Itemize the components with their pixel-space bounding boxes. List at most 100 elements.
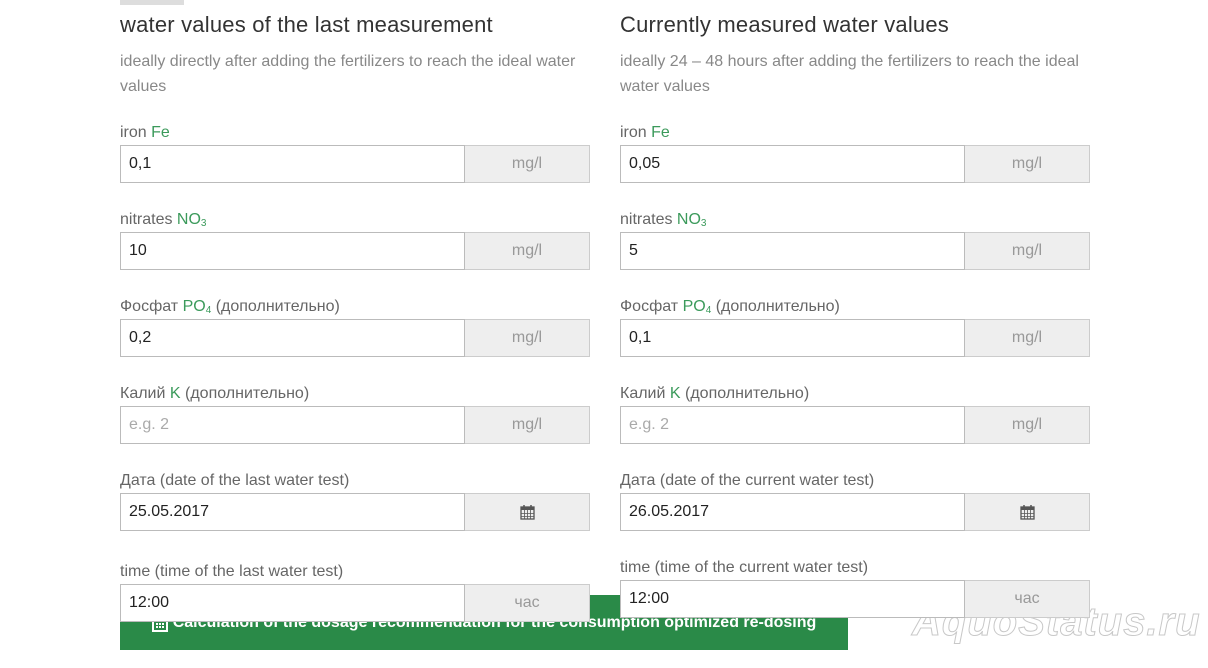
- field-label: Калий K (дополнительно): [120, 385, 590, 403]
- column-subtitle: ideally directly after adding the fertil…: [120, 53, 576, 95]
- label-text: nitrates: [120, 211, 173, 228]
- label-text: Дата (date of the current water test): [620, 472, 875, 489]
- input-group: e.g. 2 mg/l: [120, 406, 590, 444]
- chem-symbol: PO4: [183, 298, 212, 316]
- label-text: Фосфат: [120, 298, 179, 315]
- column-title: water values of the last measurement: [120, 12, 493, 37]
- label-text: iron: [620, 124, 647, 141]
- field: time (time of the last water test) 12:00 ч…: [120, 563, 590, 622]
- form-column: water values of the last measurement idea…: [120, 10, 590, 622]
- subscript: 3: [200, 218, 207, 229]
- field: Фосфат PO4 (дополнительно) 0,1 mg/l: [620, 298, 1090, 357]
- input-group: 12:00 час: [120, 584, 590, 622]
- column-title: Currently measured water values: [620, 12, 950, 37]
- calendar-addon[interactable]: [465, 493, 590, 531]
- text-input[interactable]: 0,1: [620, 319, 965, 357]
- unit-addon: mg/l: [965, 232, 1090, 270]
- field: iron Fe 0,05 mg/l: [620, 124, 1090, 183]
- symbol-text: NO: [676, 211, 701, 228]
- chem-symbol: K: [170, 385, 181, 402]
- input-group: 5 mg/l: [620, 232, 1090, 270]
- input-group: 12:00 час: [620, 580, 1090, 618]
- label-text: time (time of the last water test): [120, 563, 344, 580]
- input-group: 0,2 mg/l: [120, 319, 590, 357]
- unit-addon: mg/l: [465, 232, 590, 270]
- field-label: time (time of the last water test): [120, 563, 590, 581]
- top-bar: [120, 0, 184, 5]
- field-label: Фосфат PO4 (дополнительно): [620, 298, 1090, 316]
- field: Калий K (дополнительно) e.g. 2 mg/l: [620, 385, 1090, 444]
- chem-symbol: K: [670, 385, 681, 402]
- calendar-icon: [1019, 505, 1035, 520]
- input-group: 26.05.2017: [620, 493, 1090, 531]
- field-label: time (time of the current water test): [620, 559, 1090, 577]
- text-input[interactable]: 26.05.2017: [620, 493, 965, 531]
- label-suffix: (дополнительно): [215, 298, 340, 315]
- input-group: e.g. 2 mg/l: [620, 406, 1090, 444]
- unit-addon: mg/l: [965, 145, 1090, 183]
- field: Дата (date of the current water test) 26.…: [620, 472, 1090, 531]
- unit-addon: mg/l: [465, 406, 590, 444]
- field: Фосфат PO4 (дополнительно) 0,2 mg/l: [120, 298, 590, 357]
- field: nitrates NO3 5 mg/l: [620, 211, 1090, 270]
- unit-addon: mg/l: [465, 145, 590, 183]
- field: iron Fe 0,1 mg/l: [120, 124, 590, 183]
- text-input[interactable]: 12:00: [120, 584, 465, 622]
- label-suffix: (дополнительно): [185, 385, 310, 402]
- chem-symbol: PO4: [682, 298, 712, 316]
- field: nitrates NO3 10 mg/l: [120, 211, 590, 270]
- field-label: Фосфат PO4 (дополнительно): [120, 298, 590, 316]
- unit-addon: mg/l: [965, 319, 1090, 357]
- label-text: nitrates: [620, 211, 673, 228]
- input-group: 25.05.2017: [120, 493, 590, 531]
- text-input[interactable]: e.g. 2: [620, 406, 965, 444]
- text-input[interactable]: e.g. 2: [120, 406, 465, 444]
- symbol-text: PO: [682, 298, 706, 315]
- field-label: nitrates NO3: [620, 211, 1090, 229]
- field: Калий K (дополнительно) e.g. 2 mg/l: [120, 385, 590, 444]
- symbol-text: K: [169, 385, 181, 402]
- label-suffix: (дополнительно): [715, 298, 840, 315]
- symbol-text: Fe: [651, 124, 670, 141]
- column-subtitle: ideally 24 – 48 hours after adding the f…: [620, 53, 1079, 95]
- field-label: nitrates NO3: [120, 211, 590, 229]
- input-group: 0,05 mg/l: [620, 145, 1090, 183]
- subscript: 4: [205, 305, 212, 316]
- label-suffix: (дополнительно): [685, 385, 810, 402]
- label-text: Калий: [120, 385, 166, 402]
- field: Дата (date of the last water test) 25.05.…: [120, 472, 590, 531]
- field-label: Калий K (дополнительно): [620, 385, 1090, 403]
- label-text: time (time of the current water test): [620, 559, 869, 576]
- field-label: Дата (date of the current water test): [620, 472, 1090, 490]
- text-input[interactable]: 0,2: [120, 319, 465, 357]
- label-text: Калий: [620, 385, 666, 402]
- text-input[interactable]: 5: [620, 232, 965, 270]
- fields: iron Fe 0,05 mg/l nitrates NO3 5 mg/l Фосфат P…: [620, 124, 1090, 618]
- field: time (time of the current water test) 12:…: [620, 559, 1090, 618]
- calendar-addon[interactable]: [965, 493, 1090, 531]
- input-group: 0,1 mg/l: [120, 145, 590, 183]
- chem-symbol: Fe: [151, 124, 170, 141]
- chem-symbol: NO3: [177, 211, 207, 229]
- unit-addon: mg/l: [465, 319, 590, 357]
- text-input[interactable]: 0,1: [120, 145, 465, 183]
- text-input[interactable]: 12:00: [620, 580, 965, 618]
- subscript: 3: [700, 218, 707, 229]
- symbol-text: Fe: [151, 124, 170, 141]
- field-label: Дата (date of the last water test): [120, 472, 590, 490]
- text-input[interactable]: 0,05: [620, 145, 965, 183]
- calendar-icon: [519, 505, 535, 520]
- label-text: Дата (date of the last water test): [120, 472, 350, 489]
- input-group: 0,1 mg/l: [620, 319, 1090, 357]
- subscript: 4: [705, 305, 712, 316]
- label-text: Фосфат: [620, 298, 679, 315]
- text-input[interactable]: 10: [120, 232, 465, 270]
- unit-addon: час: [465, 584, 590, 622]
- chem-symbol: Fe: [651, 124, 670, 141]
- form-column: Currently measured water values ideally 2…: [620, 10, 1090, 618]
- symbol-text: K: [669, 385, 681, 402]
- fields: iron Fe 0,1 mg/l nitrates NO3 10 mg/l Фосфат P…: [120, 124, 590, 622]
- text-input[interactable]: 25.05.2017: [120, 493, 465, 531]
- unit-addon: час: [965, 580, 1090, 618]
